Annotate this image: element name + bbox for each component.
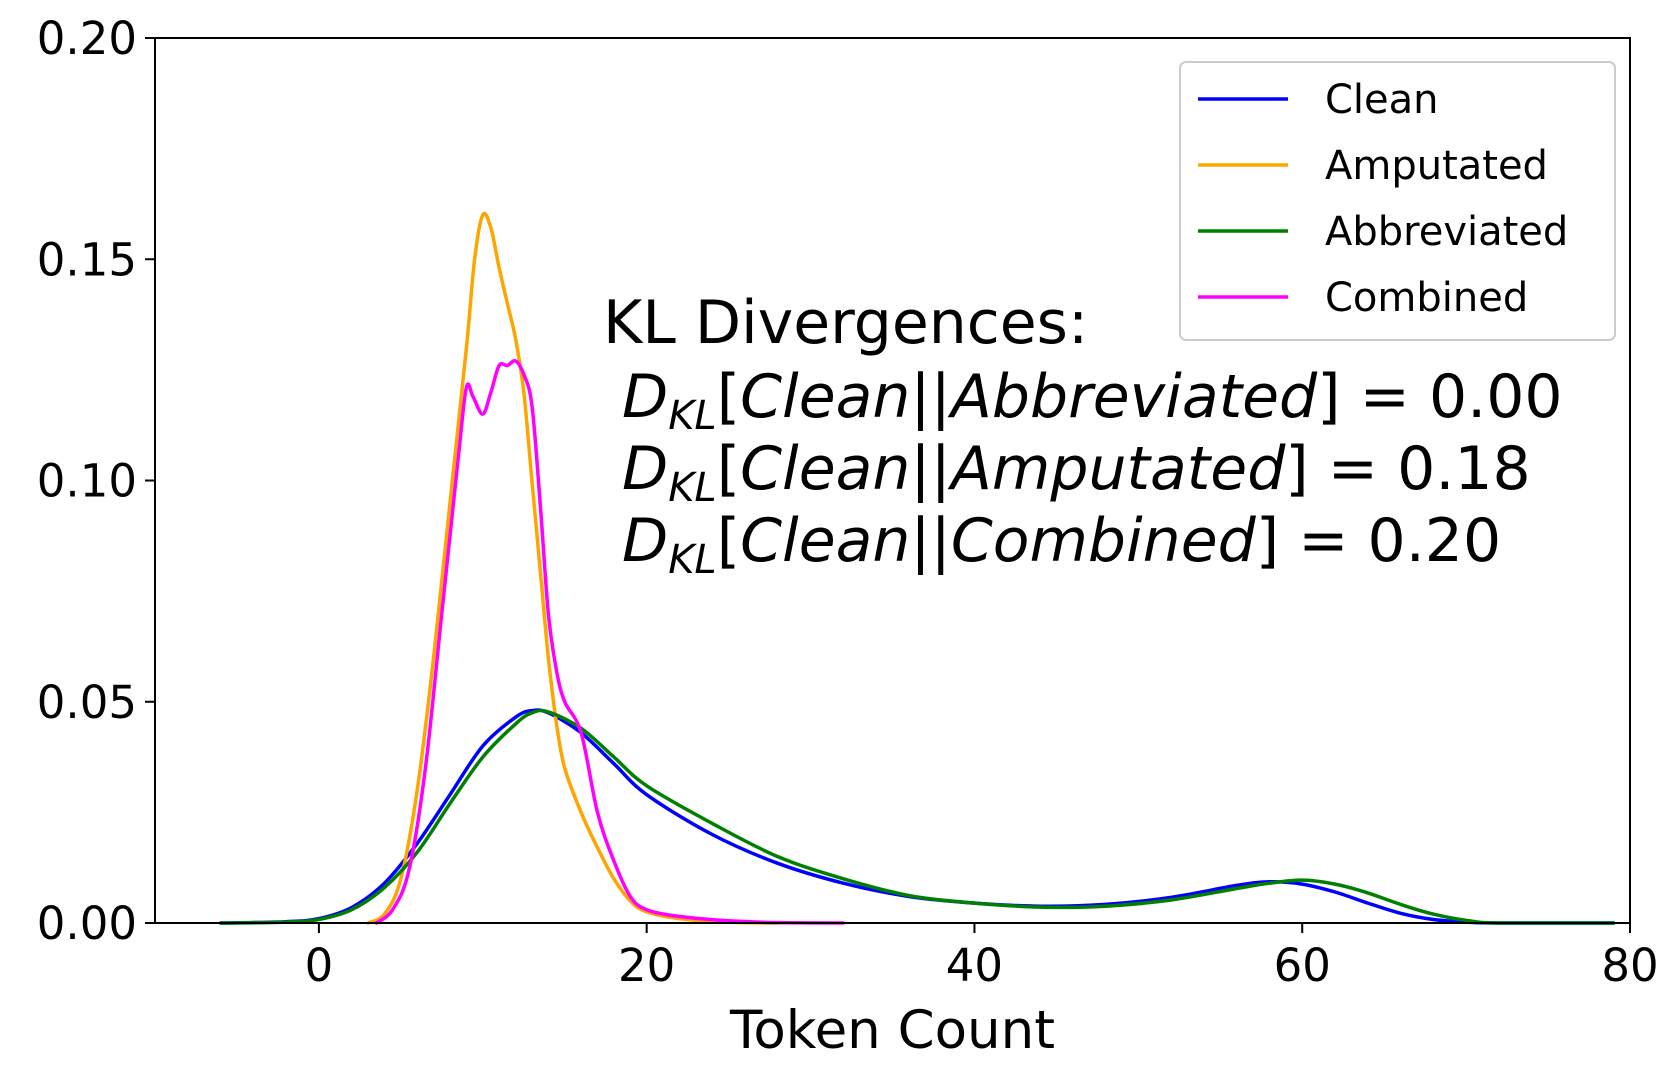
kl-annotation-heading: KL Divergences: <box>603 288 1088 358</box>
kl-d: D <box>622 362 668 432</box>
kl-value: 0.18 <box>1397 434 1531 504</box>
kl-sep: || <box>910 434 950 504</box>
kl-annotation-line: DKL[Clean||Amputated] = 0.18 <box>622 434 1531 511</box>
legend-label-combined: Combined <box>1325 275 1528 321</box>
kl-annotation-line: DKL[Clean||Abbreviated] = 0.00 <box>622 362 1563 439</box>
kl-eq: = <box>1309 434 1397 504</box>
axes-layer: 0 20 40 60 80 0.00 0.05 0.10 0.15 0.20 <box>37 12 1659 992</box>
x-axis-title: Token Count <box>729 1000 1055 1061</box>
kl-d: D <box>622 506 668 576</box>
kl-p: Clean <box>740 362 910 432</box>
legend-label-amputated: Amputated <box>1325 143 1548 189</box>
x-tick-label: 20 <box>618 939 675 992</box>
legend: Clean Amputated Abbreviated Combined <box>1179 61 1616 341</box>
y-tick-label: 0.00 <box>37 897 137 950</box>
y-tick-label: 0.05 <box>37 676 137 729</box>
kl-sep: || <box>910 362 950 432</box>
y-tick-label: 0.20 <box>37 12 137 65</box>
kl-sep: || <box>910 506 950 576</box>
x-tick-label: 60 <box>1274 939 1331 992</box>
series-layer <box>218 211 1616 925</box>
kl-value: 0.20 <box>1368 506 1502 576</box>
kl-d: D <box>622 434 668 504</box>
kl-close: ] <box>1256 506 1279 576</box>
kl-eq: = <box>1279 506 1367 576</box>
kl-q: Combined <box>951 506 1257 576</box>
series-line-amputated <box>366 211 780 925</box>
x-tick-label: 0 <box>305 939 334 992</box>
y-tick-label: 0.15 <box>37 233 137 286</box>
series-line-abbreviated <box>218 708 1616 925</box>
kl-sub: KL <box>668 537 717 583</box>
kl-open: [ <box>717 434 740 504</box>
kl-p: Clean <box>740 506 910 576</box>
kl-sub: KL <box>668 393 717 439</box>
kl-value: 0.00 <box>1429 362 1563 432</box>
legend-box <box>1179 61 1616 341</box>
y-tick-label: 0.10 <box>37 455 137 508</box>
kl-q: Amputated <box>947 434 1286 504</box>
kl-sub: KL <box>668 465 717 511</box>
kl-annotation: KL Divergences: DKL[Clean||Abbreviated] … <box>603 288 1563 583</box>
series-line-combined <box>374 359 846 925</box>
kl-close: ] <box>1285 434 1308 504</box>
kl-q: Abbreviated <box>947 362 1318 432</box>
legend-label-clean: Clean <box>1325 77 1439 123</box>
kl-open: [ <box>717 362 740 432</box>
x-tick-label: 40 <box>946 939 1003 992</box>
kl-open: [ <box>717 506 740 576</box>
kl-close: ] <box>1317 362 1340 432</box>
kl-p: Clean <box>740 434 910 504</box>
kl-annotation-line: DKL[Clean||Combined] = 0.20 <box>622 506 1501 583</box>
x-tick-label: 80 <box>1601 939 1658 992</box>
series-line-clean <box>218 708 1616 925</box>
legend-label-abbreviated: Abbreviated <box>1325 209 1568 255</box>
kl-eq: = <box>1341 362 1429 432</box>
